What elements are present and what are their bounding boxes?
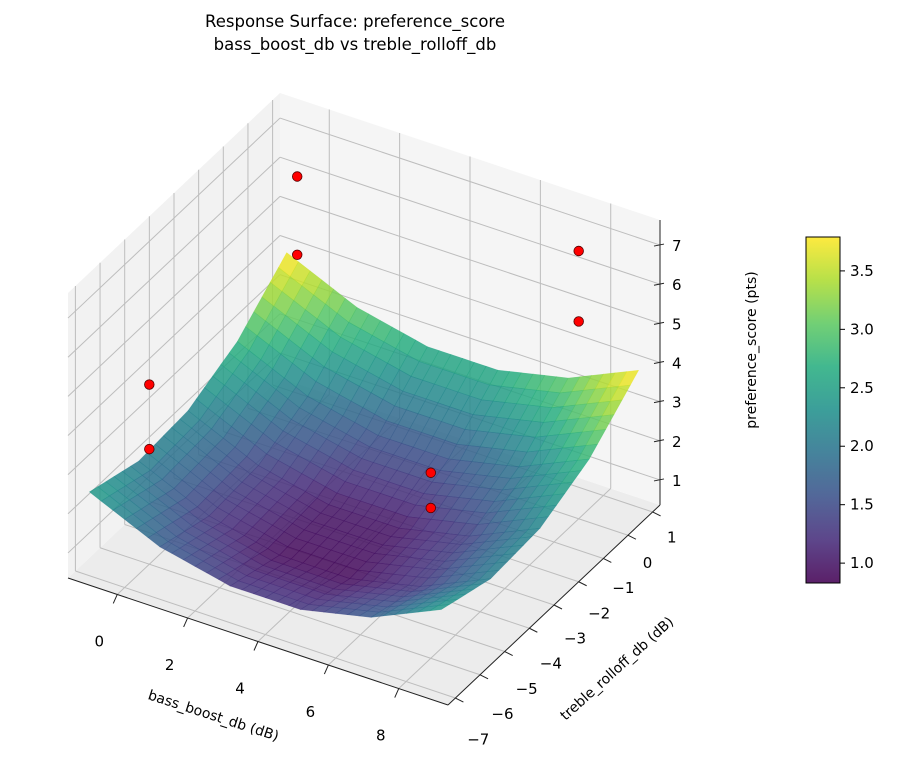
y-tick	[553, 604, 563, 610]
scatter-point	[292, 249, 303, 260]
y-tick	[479, 674, 489, 680]
y-tick-label: −5	[516, 680, 538, 698]
z-tick	[653, 282, 665, 286]
chart-subtitle: bass_boost_db vs treble_rolloff_db	[213, 35, 497, 54]
scatter-point	[425, 502, 436, 514]
x-tick	[394, 688, 400, 698]
x-tick-label: 8	[376, 727, 386, 745]
y-tick-label: 0	[643, 554, 653, 572]
z-tick-label: 4	[672, 355, 682, 373]
z-tick	[653, 439, 665, 443]
z-tick	[653, 361, 665, 364]
left-gridline-z	[67, 117, 281, 319]
y-tick-label: −2	[588, 604, 610, 622]
left-gridline-z	[67, 235, 281, 436]
z-tick	[653, 321, 665, 325]
y-tick-label: −6	[491, 705, 513, 723]
back-gridline-z	[279, 195, 661, 324]
chart-title: Response Surface: preference_score	[205, 12, 505, 31]
y-tick	[504, 651, 513, 656]
x-tick-label: 2	[165, 656, 175, 674]
colorbar-tick-label: 1.5	[850, 496, 874, 514]
x-tick	[183, 617, 189, 628]
z-tick-label: 6	[672, 276, 682, 294]
scatter-point	[425, 467, 436, 478]
floor-gridline-y	[99, 547, 481, 676]
scatter-point	[292, 171, 303, 182]
left-gridline-z	[67, 274, 281, 476]
colorbar-tick-label: 1.0	[850, 554, 874, 572]
colorbar-tick-label: 3.0	[850, 320, 874, 338]
y-tick-label: −4	[540, 655, 562, 673]
y-tick	[627, 534, 637, 540]
colorbar-tick-label: 2.0	[850, 437, 874, 455]
scatter-points	[144, 171, 584, 514]
x-tick-label: 4	[235, 680, 245, 698]
y-tick	[578, 581, 587, 587]
z-tick-label: 1	[672, 472, 682, 490]
x-tick-label: 6	[306, 703, 316, 721]
z-axis-label: preference_score (pts)	[744, 271, 760, 428]
colorbar-tick-label: 2.5	[850, 379, 874, 397]
x-tick-label: 0	[94, 632, 104, 650]
y-tick-label: −7	[467, 730, 489, 748]
colorbar: 1.0 1.5 2.0 2.5 3.0 3.5	[805, 236, 874, 584]
scatter-point	[144, 379, 155, 390]
z-tick	[653, 243, 665, 247]
z-tick	[653, 400, 665, 404]
colorbar-tick-label: 3.5	[850, 262, 874, 280]
floor-gridline-y	[75, 570, 456, 699]
z-tick-label: 3	[672, 394, 682, 412]
surface-patch	[429, 604, 450, 612]
scatter-point	[573, 245, 584, 257]
y-tick-label: −1	[612, 579, 634, 597]
scatter-point	[144, 443, 155, 455]
z-tick-label: 7	[672, 237, 682, 255]
back-gridline-z	[279, 235, 661, 363]
scatter-point	[573, 316, 584, 327]
y-tick	[529, 627, 538, 633]
z-tick-label: 5	[672, 315, 682, 333]
left-gridline-z	[67, 156, 281, 358]
y-tick	[603, 558, 612, 563]
x-tick	[112, 594, 118, 604]
x-tick	[253, 641, 259, 651]
y-tick	[455, 697, 464, 703]
x-axis-label: bass_boost_db (dB)	[146, 687, 281, 744]
back-gridline-z	[279, 117, 661, 246]
x-tick	[323, 664, 329, 675]
colorbar-gradient	[805, 236, 841, 584]
back-gridline-z	[279, 156, 661, 285]
response-surface	[88, 252, 640, 618]
y-tick	[652, 511, 661, 517]
left-gridline-z	[67, 195, 281, 397]
y-tick-label: −3	[564, 630, 586, 648]
y-tick-label: 1	[667, 529, 677, 547]
z-tick-label: 2	[672, 433, 682, 451]
z-tick	[653, 478, 665, 482]
